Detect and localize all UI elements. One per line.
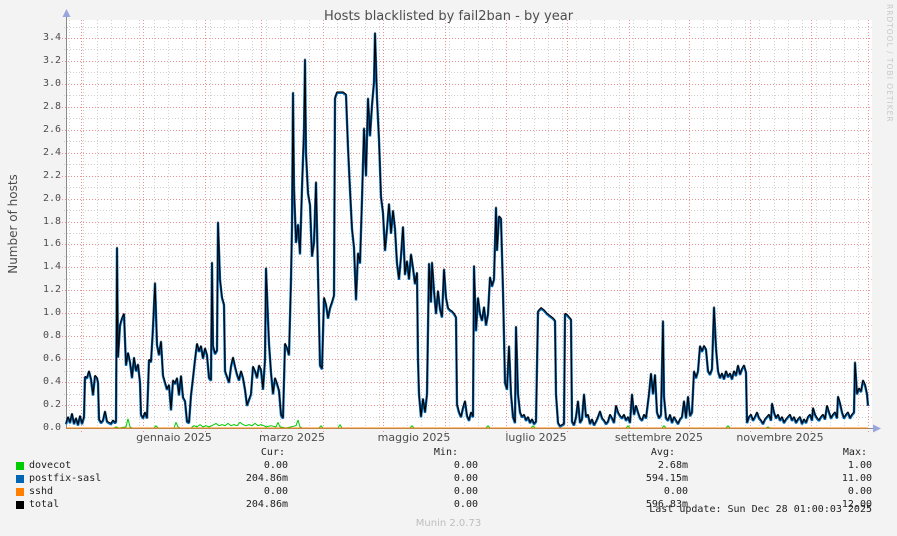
legend-cur-value: 0.00 <box>263 486 288 497</box>
y-axis-tick-label: 2.2 <box>42 169 61 181</box>
legend-row-sshd: sshd 0.00 0.00 0.00 0.00 <box>0 486 897 499</box>
legend-cur-value: 204.86m <box>245 499 288 510</box>
legend-header-max: Max: <box>842 447 867 458</box>
legend-label: dovecot <box>29 460 72 471</box>
legend-max-value: 11.00 <box>841 473 872 484</box>
legend-avg-value: 594.15m <box>645 473 688 484</box>
y-axis-tick-label: 2.4 <box>42 146 61 158</box>
y-axis-tick-label: 1.2 <box>42 284 61 296</box>
y-axis-tick-label: 1.0 <box>42 307 61 319</box>
legend-row-dovecot: dovecot 0.00 0.00 2.68m 1.00 <box>0 460 897 473</box>
x-axis-arrow-icon <box>873 424 881 433</box>
legend-min-value: 0.00 <box>453 499 478 510</box>
dovecot-swatch-icon <box>16 462 24 470</box>
legend-label: sshd <box>29 486 54 497</box>
legend-row-total: total 204.86m 0.00 596.83m 12.00 <box>0 499 897 512</box>
y-axis-tick-label: 0.0 <box>42 422 61 433</box>
y-axis-tick-label: 3.0 <box>42 77 61 89</box>
legend-header-avg: Avg: <box>650 447 675 458</box>
legend-max-value: 1.00 <box>847 460 872 471</box>
total-series-line <box>65 32 869 427</box>
y-axis-tick-label: 1.4 <box>42 261 61 273</box>
y-axis-tick-label: 3.2 <box>42 54 61 66</box>
legend-header-min: Min: <box>433 447 458 458</box>
y-axis-tick-label: 0.6 <box>42 353 61 365</box>
legend-header-cur: Cur: <box>260 447 285 458</box>
x-axis-label: settembre 2025 <box>614 431 704 444</box>
plot-background <box>66 20 872 428</box>
legend-min-value: 0.00 <box>453 473 478 484</box>
x-axis-label: gennaio 2025 <box>136 431 212 444</box>
total-swatch-icon <box>16 501 24 509</box>
legend-min-value: 0.00 <box>453 486 478 497</box>
legend-cur-value: 204.86m <box>245 473 288 484</box>
legend-label: postfix-sasl <box>29 473 102 484</box>
y-axis-tick-label: 0.8 <box>42 330 61 342</box>
x-axis-label: maggio 2025 <box>377 431 451 444</box>
y-axis-tick-label: 3.4 <box>42 31 61 43</box>
last-update-text: Last update: Sun Dec 28 01:00:03 2025 <box>649 504 872 515</box>
y-axis-tick-label: 2.0 <box>42 192 61 204</box>
x-axis-label: marzo 2025 <box>259 431 325 444</box>
legend-avg-value: 596.83m <box>645 499 688 510</box>
y-axis-tick-label: 1.8 <box>42 215 61 227</box>
y-axis-tick-label: 0.2 <box>42 399 61 411</box>
munin-version: Munin 2.0.73 <box>415 518 482 529</box>
y-axis-tick-label: 2.8 <box>42 100 61 112</box>
x-axis-label: luglio 2025 <box>505 431 567 444</box>
postfix-sasl-swatch-icon <box>16 475 24 483</box>
legend-avg-value: 0.00 <box>663 486 688 497</box>
legend-row-postfix-sasl: postfix-sasl 204.86m 0.00 594.15m 11.00 <box>0 473 897 486</box>
y-axis-arrow-icon <box>62 9 71 17</box>
y-axis-tick-label: 1.6 <box>42 238 61 250</box>
x-axis-label: novembre 2025 <box>736 431 824 444</box>
page-title: Hosts blacklisted by fail2ban - by year <box>323 9 574 24</box>
legend-cur-value: 0.00 <box>263 460 288 471</box>
y-axis-tick-label: 2.6 <box>42 123 61 135</box>
legend-avg-value: 2.68m <box>657 460 688 471</box>
rrdtool-watermark: RRDTOOL / TOBI OETIKER <box>885 4 894 123</box>
y-axis-tick-label: 0.4 <box>42 376 61 388</box>
legend-max-value: 0.00 <box>847 486 872 497</box>
legend-label: total <box>29 499 60 510</box>
y-axis-label: Number of hosts <box>6 174 20 274</box>
sshd-swatch-icon <box>16 488 24 496</box>
legend-max-value: 12.00 <box>841 499 872 510</box>
legend-min-value: 0.00 <box>453 460 478 471</box>
